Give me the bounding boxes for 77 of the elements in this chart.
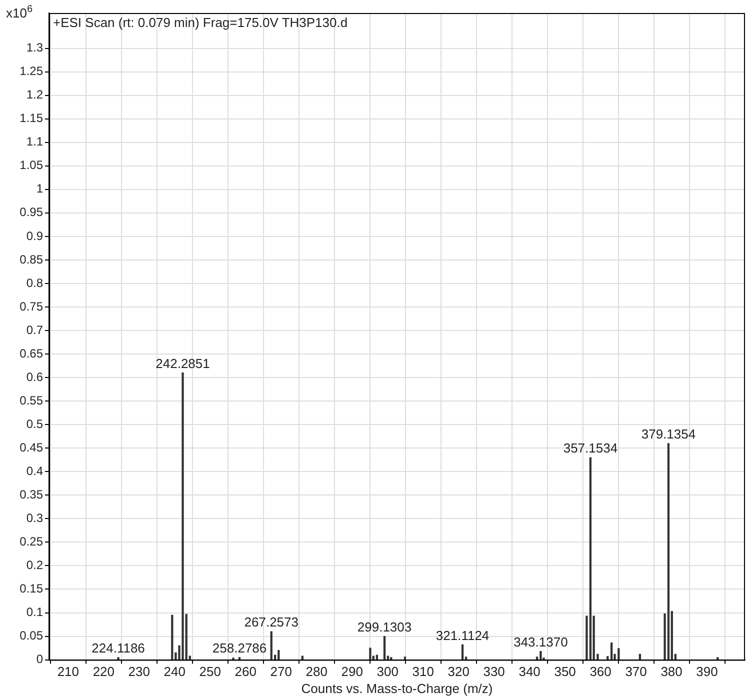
x-tick-label: 380	[660, 664, 682, 680]
x-tick-label: 300	[376, 664, 398, 680]
y-tick-label: 0.6	[26, 370, 44, 384]
bar	[238, 657, 241, 660]
bar	[404, 656, 406, 660]
y-tick-label: 0.1	[26, 605, 44, 620]
y-tick-label: 0	[36, 652, 44, 666]
x-tick-label: 210	[57, 664, 80, 680]
bar	[610, 642, 613, 660]
y-tick-label: 1.1	[26, 134, 44, 149]
y-tick-label: 1.25	[20, 64, 44, 78]
x-tick-label: 230	[128, 664, 150, 680]
x-tick-label: 280	[306, 664, 328, 680]
y-tick-label: 1	[36, 182, 44, 196]
bar	[716, 657, 719, 660]
y-tick-label: 0.45	[20, 440, 44, 454]
bar	[182, 372, 184, 660]
x-tick-label: 340	[518, 664, 540, 680]
bar	[540, 651, 542, 660]
bar	[589, 457, 592, 660]
y-tick-label: 0.65	[20, 346, 44, 360]
x-tick-label: 370	[625, 664, 647, 680]
x-tick-label: 320	[448, 664, 470, 680]
y-tick-label: 0.4	[26, 464, 44, 478]
y-tick-label: 0.55	[20, 393, 44, 408]
x-tick-label: 290	[341, 664, 363, 680]
y-tick-label: 0.25	[20, 534, 44, 549]
x-tick-label: 250	[199, 664, 221, 680]
x-tick-label: 220	[92, 664, 115, 680]
annotation: 379.1354	[641, 426, 696, 442]
bar	[606, 656, 609, 660]
chart-title: +ESI Scan (rt: 0.079 min) Frag=175.0V TH3P130.d	[53, 15, 348, 30]
annotation: 267.2573	[244, 614, 298, 630]
bar	[278, 650, 280, 660]
bar	[369, 648, 372, 660]
x-tick-label: 390	[696, 664, 718, 680]
y-tick-label: 0.95	[20, 205, 44, 220]
bar	[667, 443, 670, 660]
annotation: 242.2851	[156, 356, 210, 371]
y-tick-label: 0.7	[26, 322, 44, 337]
bar	[301, 656, 304, 660]
y-tick-label: 1.2	[26, 88, 44, 102]
y-tick-label: 0.9	[26, 228, 44, 243]
x-tick-label: 240	[164, 664, 186, 680]
annotation: 343.1370	[514, 634, 568, 650]
annotation: 258.2786	[212, 640, 267, 656]
x-tick-label: 260	[234, 664, 256, 680]
annotation: 224.1186	[92, 640, 145, 656]
y-tick-label: 0.35	[20, 487, 44, 502]
y-tick-label: 0.5	[26, 416, 44, 431]
annotation: 357.1534	[563, 440, 618, 456]
y-tick-label: 0.3	[26, 510, 44, 525]
bar	[171, 614, 174, 660]
y-tick-label: 0.05	[20, 628, 44, 643]
bar	[461, 644, 464, 660]
y-axis-title: x10$^{6}$	[6, 4, 33, 20]
bar	[270, 631, 272, 660]
y-tick-label: 0.75	[20, 299, 44, 314]
x-tick-label: 310	[412, 664, 434, 680]
bar	[117, 657, 120, 660]
y-tick-label: 1.15	[20, 111, 44, 126]
y-tick-label: 0.85	[20, 252, 44, 266]
annotation: 321.1124	[436, 628, 490, 643]
x-tick-label: 330	[483, 664, 505, 680]
bar	[390, 657, 392, 660]
y-tick-label: 0.8	[26, 276, 44, 290]
x-axis-title: Counts vs. Mass-to-Charge (m/z)	[301, 680, 493, 696]
bar	[618, 648, 620, 660]
y-tick-label: 0.15	[20, 582, 44, 596]
x-tick-label: 360	[590, 664, 612, 680]
x-tick-label: 350	[554, 664, 576, 680]
y-tick-label: 1.05	[20, 158, 44, 172]
annotation: 299.1303	[357, 619, 412, 634]
y-tick-label: 0.2	[26, 558, 44, 572]
bar	[383, 636, 386, 660]
x-tick-label: 270	[270, 664, 292, 680]
y-tick-label: 1.3	[26, 40, 44, 55]
